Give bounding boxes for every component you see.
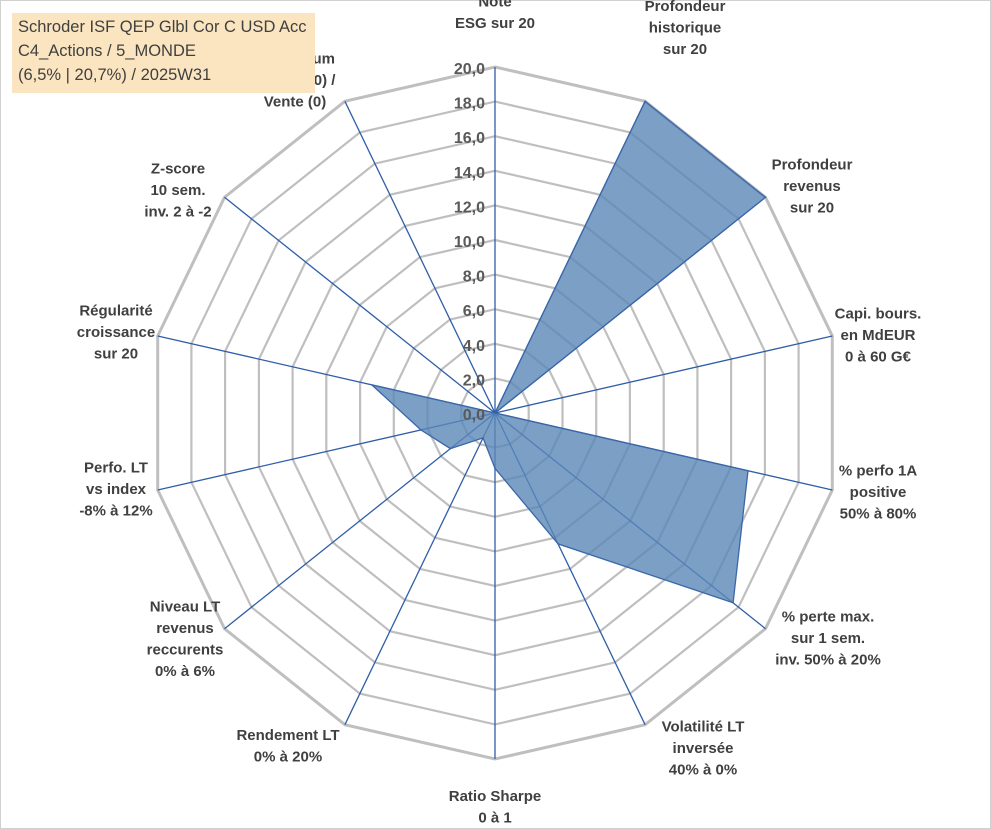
category-label-line: inv. 50% à 20% — [775, 651, 881, 668]
axis-spoke — [344, 412, 496, 725]
data-point — [482, 437, 484, 439]
category-label: Rendement LT 0% à 20% — [236, 727, 339, 766]
category-label-line: Profondeur — [645, 0, 726, 15]
category-label-line: revenus — [783, 178, 841, 195]
data-point — [494, 467, 496, 470]
tick-label: 4,0 — [463, 338, 485, 355]
category-label: Ratio Sharpe 0 à 1 — [449, 788, 542, 827]
category-label-line: 50% à 80% — [840, 505, 917, 522]
data-point — [644, 100, 646, 103]
fund-category: C4_Actions / 5_MONDE — [18, 42, 196, 60]
category-label: Profondeur historique sur 20 — [645, 0, 726, 58]
category-label: Capi. bours. en MdEUR 0 à 60 G€ — [835, 305, 922, 365]
category-label-line: Rendement LT — [236, 727, 339, 744]
tick-label: 10,0 — [454, 234, 485, 251]
category-label-line: sur 20 — [663, 41, 707, 58]
category-label-line: inv. 2 à -2 — [144, 203, 211, 220]
category-label-line: reccurents — [147, 642, 224, 659]
category-label: Régularité croissance sur 20 — [77, 302, 155, 362]
tick-label: 18,0 — [454, 96, 485, 113]
data-point — [494, 412, 496, 414]
category-label-line: -8% à 12% — [79, 502, 152, 519]
axis-spoke — [224, 196, 496, 414]
category-label-line: 0 à 60 G€ — [845, 348, 912, 365]
tick-label: 16,0 — [454, 130, 485, 147]
category-label: Z-score 10 sem. inv. 2 à -2 — [144, 160, 211, 220]
category-label-line: Note — [478, 0, 511, 11]
category-label-line: Volatilité LT — [662, 718, 745, 735]
category-label-line: vs index — [86, 481, 147, 498]
data-point — [732, 602, 734, 604]
chart-title-box: Schroder ISF QEP Glbl Cor C USD Acc C4_A… — [12, 13, 315, 93]
tick-label: 6,0 — [463, 303, 485, 320]
category-label-line: % perfo 1A — [839, 462, 918, 479]
category-label-line: en MdEUR — [841, 327, 916, 344]
category-label-line: croissance — [77, 324, 155, 341]
axis-spoke — [494, 335, 833, 414]
category-label-line: 10 sem. — [150, 182, 205, 199]
category-label: Perfo. LT vs index -8% à 12% — [79, 459, 152, 519]
category-label-line: sur 20 — [94, 345, 138, 362]
data-point — [449, 447, 452, 450]
category-label-line: 0% à 20% — [254, 749, 322, 766]
category-label-line: Régularité — [79, 302, 152, 319]
category-label: Volatilité LT inversée 40% à 0% — [662, 718, 745, 778]
category-label-line: Ratio Sharpe — [449, 788, 542, 805]
category-label-line: sur 20 — [790, 199, 834, 216]
category-label-line: % perte max. — [782, 608, 875, 625]
category-label: % perte max. sur 1 sem. inv. 50% à 20% — [775, 608, 881, 668]
category-label-line: revenus — [156, 620, 214, 637]
tick-label: 14,0 — [454, 165, 485, 182]
data-point — [420, 429, 422, 431]
tick-label: 8,0 — [463, 269, 485, 286]
category-label-line: ESG sur 20 — [455, 15, 535, 32]
category-label: Note ESG sur 20 — [455, 0, 535, 32]
category-label-line: Niveau LT — [150, 599, 221, 616]
radar-series — [369, 100, 767, 604]
data-point — [371, 384, 373, 386]
category-label-line: 0% à 6% — [155, 663, 215, 680]
radar-tick-labels: 0,0 2,0 4,0 6,0 8,0 10,0 12,0 14,0 16,0 18,0 20,0 — [454, 61, 485, 424]
category-label: Profondeur revenus sur 20 — [772, 156, 853, 216]
category-label: % perfo 1A positive 50% à 80% — [839, 462, 918, 522]
fund-stats: (6,5% | 20,7%) / 2025W31 — [18, 66, 212, 84]
data-point — [764, 196, 767, 199]
series-area — [369, 100, 767, 604]
tick-label: 12,0 — [454, 199, 485, 216]
category-label-line: Vente (0) — [264, 93, 327, 110]
tick-label: 20,0 — [454, 61, 485, 78]
category-label-line: Capi. bours. — [835, 305, 922, 322]
category-label-line: 40% à 0% — [669, 761, 737, 778]
category-label: Niveau LT revenus reccurents 0% à 6% — [147, 599, 224, 681]
data-point — [747, 469, 749, 472]
tick-label: 2,0 — [463, 372, 485, 389]
category-label-line: sur 1 sem. — [791, 630, 865, 647]
axis-spoke — [344, 101, 496, 414]
category-label-line: historique — [649, 20, 722, 37]
data-point — [557, 543, 559, 545]
category-label-line: Profondeur — [772, 156, 853, 173]
category-label-line: Perfo. LT — [84, 459, 148, 476]
tick-label: 0,0 — [463, 407, 485, 424]
fund-name: Schroder ISF QEP Glbl Cor C USD Acc — [18, 18, 307, 36]
radar-category-labels: Note ESG sur 20 Profondeur historique sur 20… — [77, 0, 922, 827]
category-label-line: inversée — [673, 740, 734, 757]
category-label-line: 0 à 1 — [478, 810, 511, 827]
category-label-line: positive — [850, 484, 907, 501]
category-label-line: Z-score — [151, 160, 205, 177]
